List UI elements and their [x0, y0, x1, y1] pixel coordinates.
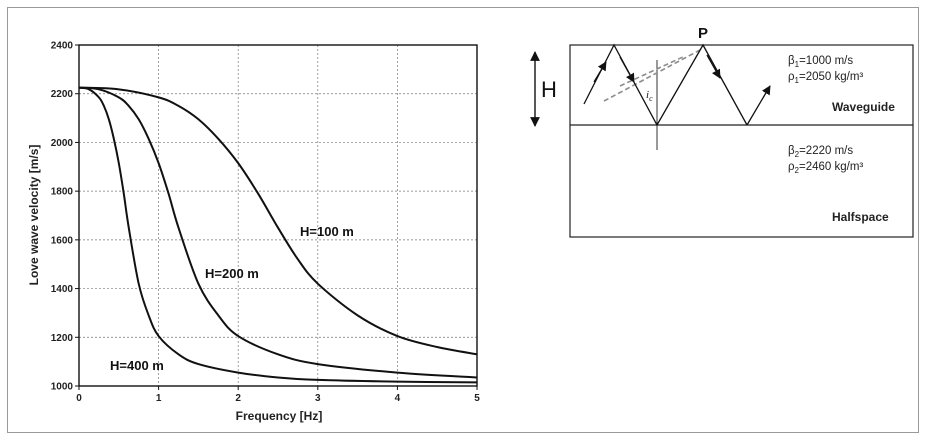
grid-lines [79, 45, 477, 386]
curve-label-h400: H=400 m [110, 358, 164, 373]
x-tick-label: 2 [235, 393, 241, 404]
halfspace-label: Halfspace [832, 210, 889, 224]
y-axis-ticks: 1000 1200 1400 1600 1800 2000 2200 2400 [51, 41, 79, 393]
waveguide-label: Waveguide [832, 100, 895, 114]
y-tick-label: 1800 [51, 187, 74, 198]
waveguide-beta: β1=1000 m/s [788, 55, 853, 69]
x-tick-label: 0 [76, 393, 82, 404]
y-tick-label: 1000 [51, 382, 74, 393]
thickness-label: H [541, 77, 557, 102]
point-label: P [698, 25, 708, 42]
waveguide-diagram: H P ic β1=1000 m/s ρ1=2050 kg/m³ Wavegui… [530, 25, 914, 238]
x-tick-label: 1 [156, 393, 162, 404]
y-tick-label: 2400 [51, 41, 74, 52]
x-tick-label: 4 [395, 393, 401, 404]
x-tick-label: 3 [315, 393, 321, 404]
halfspace-beta: β2=2220 m/s [788, 145, 853, 159]
ray-arrow [619, 56, 635, 83]
ray-arrow [706, 54, 721, 79]
y-tick-label: 2000 [51, 138, 74, 149]
waveguide-rho: ρ1=2050 kg/m³ [788, 71, 863, 85]
curve-label-h100: H=100 m [300, 224, 354, 239]
critical-angle-label: ic [646, 89, 653, 103]
curve-h100 [78, 86, 478, 356]
ray-arrow [746, 85, 771, 126]
y-tick-label: 1600 [51, 235, 74, 246]
halfspace-rho: ρ2=2460 kg/m³ [788, 161, 863, 175]
y-tick-label: 1200 [51, 333, 74, 344]
wavefront-line [603, 49, 701, 102]
curve-h400 [78, 86, 478, 384]
wavefront-line [619, 55, 686, 87]
x-tick-label: 5 [474, 393, 480, 404]
ray-path [583, 43, 748, 127]
dispersion-curves [78, 86, 478, 384]
y-axis-title: Love wave velocity [m/s] [27, 145, 41, 286]
figure-frame [7, 7, 919, 433]
curve-h200 [78, 86, 478, 379]
x-axis-title: Frequency [Hz] [236, 409, 323, 423]
y-tick-label: 1400 [51, 284, 74, 295]
layer-box [569, 44, 914, 238]
plot-border [78, 44, 478, 387]
x-axis-ticks: 0 1 2 3 4 5 [76, 386, 480, 404]
ray-arrow [593, 61, 607, 83]
y-tick-label: 2200 [51, 89, 74, 100]
curve-label-h200: H=200 m [205, 266, 259, 281]
